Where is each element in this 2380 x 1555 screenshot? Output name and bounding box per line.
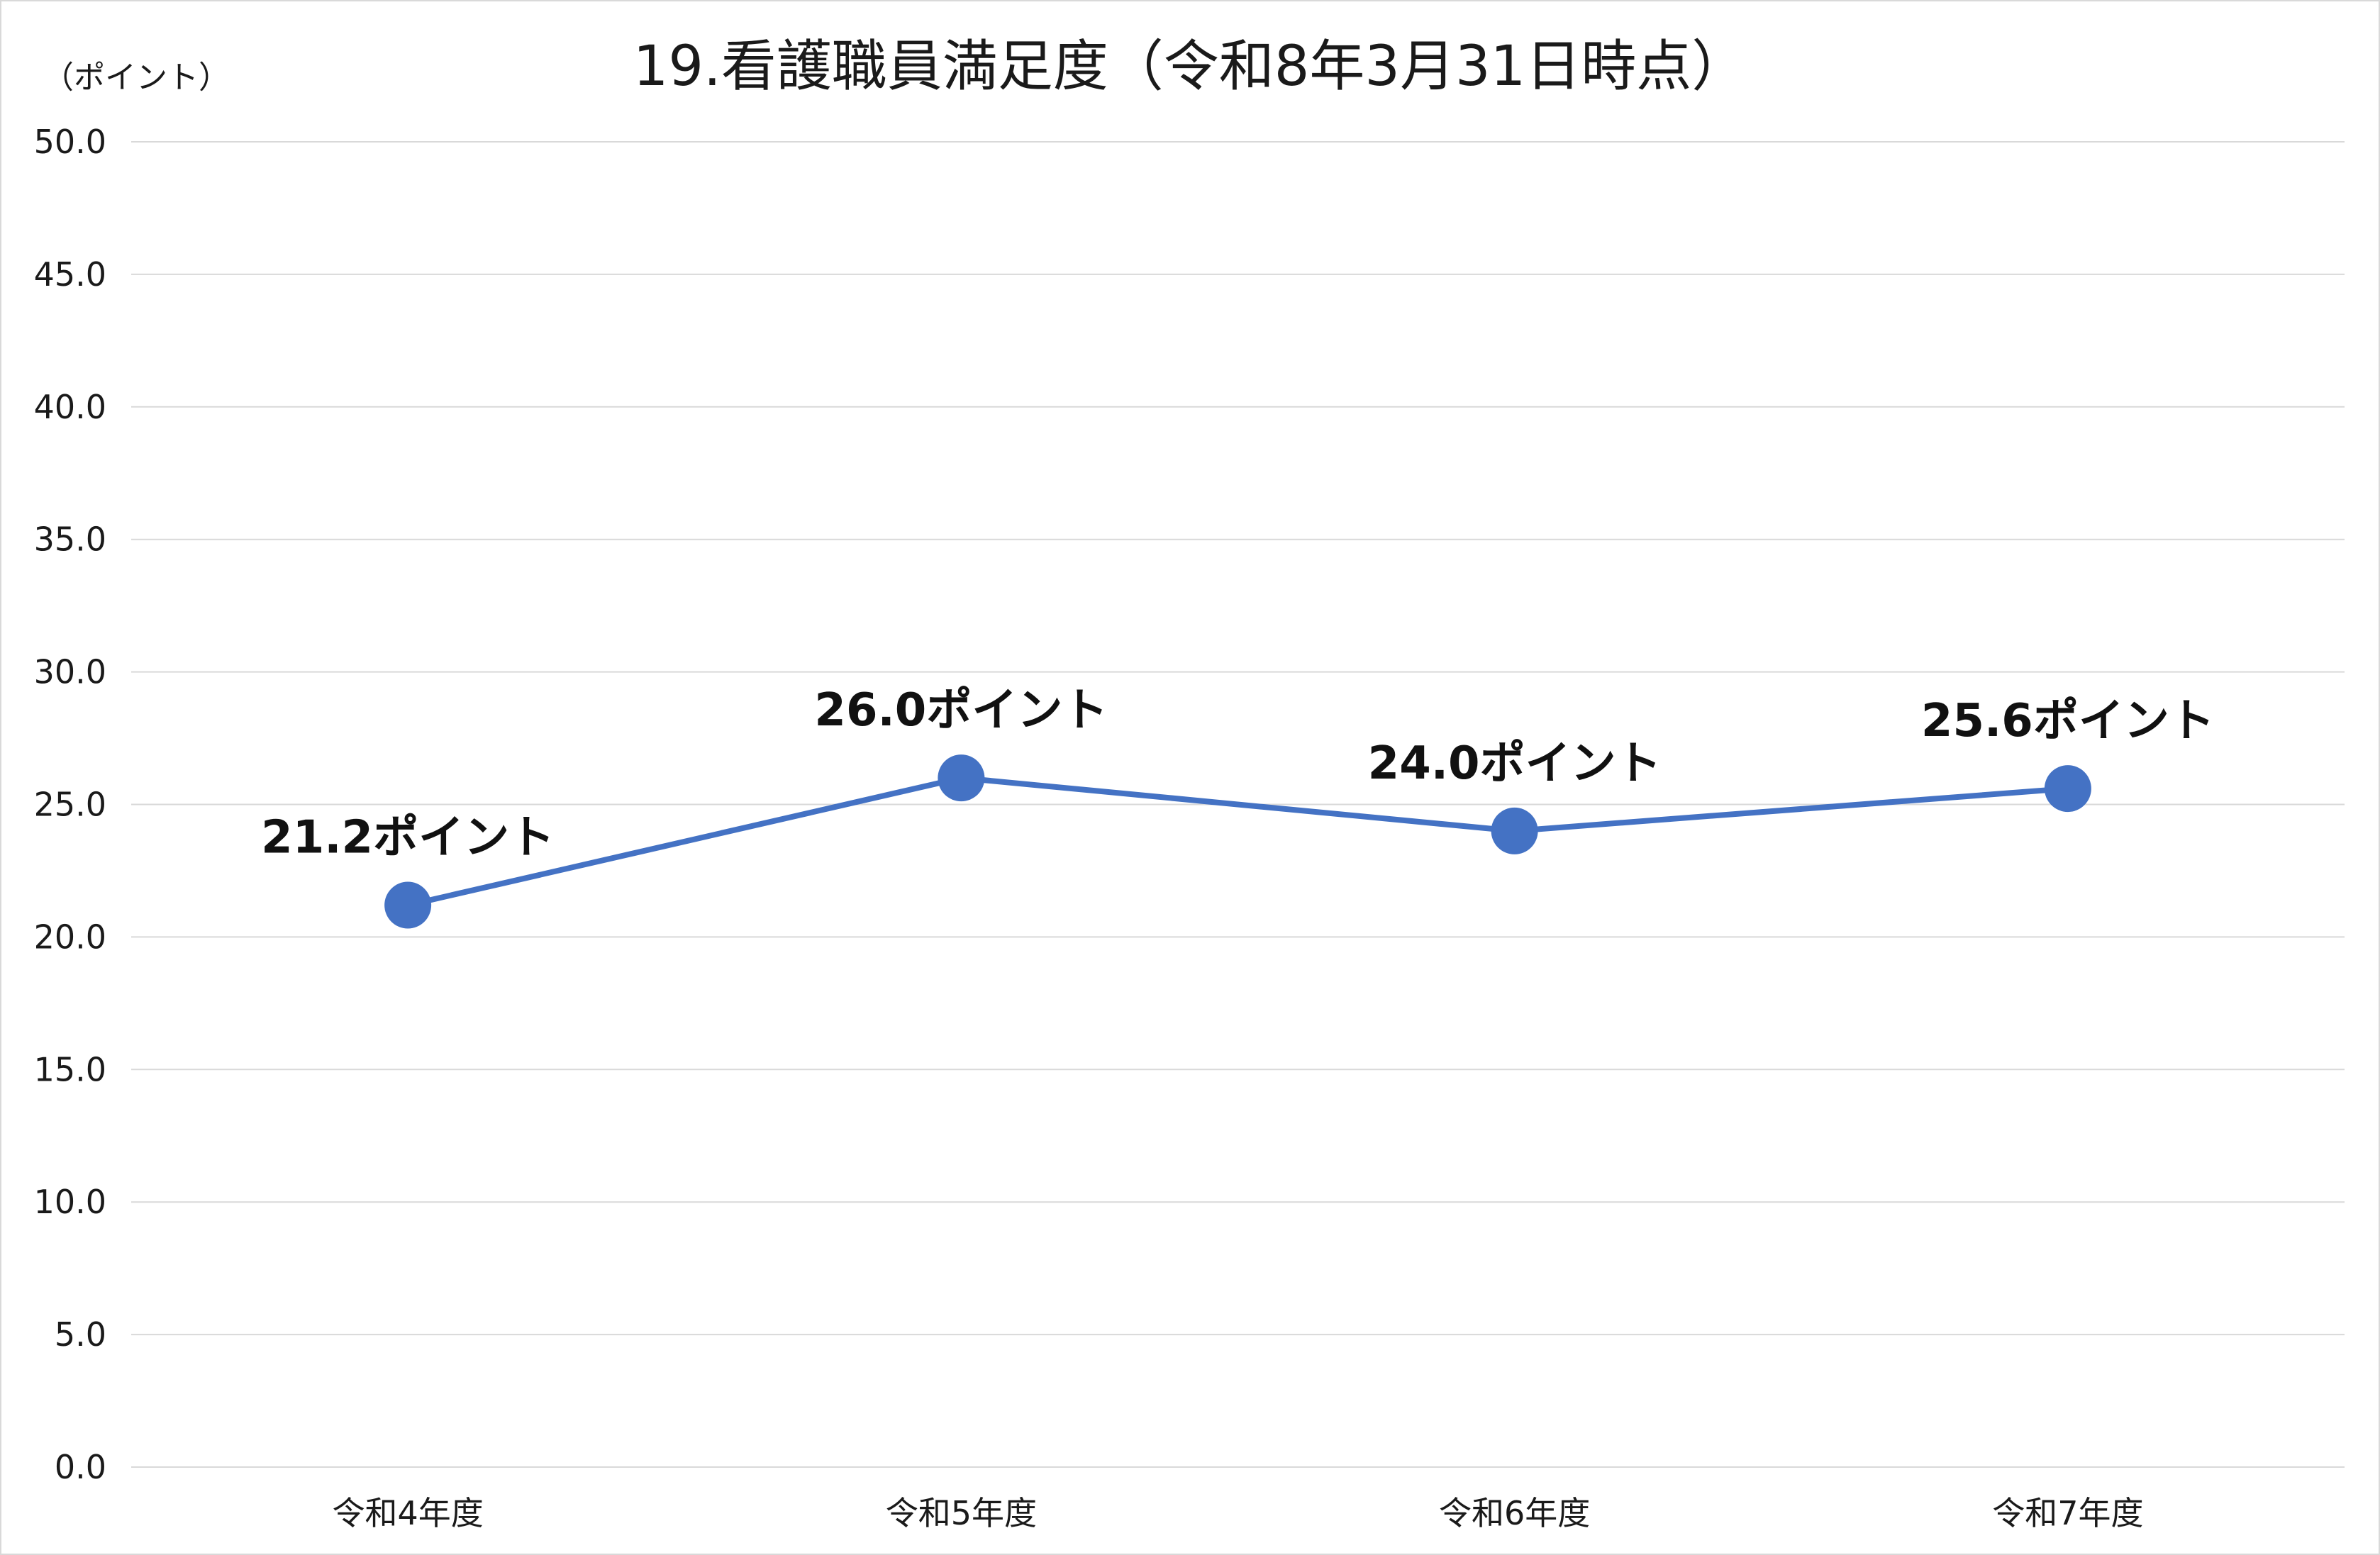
y-tick-label: 20.0 xyxy=(34,918,106,956)
y-tick-label: 30.0 xyxy=(34,653,106,691)
y-tick-label: 5.0 xyxy=(55,1315,106,1354)
y-tick-label: 0.0 xyxy=(55,1448,106,1486)
y-tick-label: 40.0 xyxy=(34,388,106,426)
y-tick-label: 35.0 xyxy=(34,520,106,559)
chart-title: 19.看護職員満足度（令和8年3月31日時点） xyxy=(633,35,1747,99)
y-axis-unit-label: （ポイント） xyxy=(43,60,230,96)
y-tick-label: 50.0 xyxy=(34,123,106,161)
x-tick-label: 令和4年度 xyxy=(332,1494,483,1532)
data-point xyxy=(938,754,985,802)
data-labels: 21.2ポイント 26.0ポイント 24.0ポイント 25.6ポイント xyxy=(261,684,2215,864)
x-axis-tick-labels: 令和4年度 令和5年度 令和6年度 令和7年度 xyxy=(332,1494,2143,1532)
data-label: 24.0ポイント xyxy=(1368,737,1662,790)
data-point xyxy=(1491,807,1538,854)
data-point xyxy=(384,881,432,929)
y-tick-label: 45.0 xyxy=(34,255,106,294)
y-tick-label: 15.0 xyxy=(34,1050,106,1088)
data-label: 25.6ポイント xyxy=(1921,695,2215,747)
x-tick-label: 令和6年度 xyxy=(1439,1494,1590,1532)
data-point xyxy=(2044,765,2091,813)
y-axis-tick-labels: 0.0 5.0 10.0 15.0 20.0 25.0 30.0 35.0 40.0 45.0 50… xyxy=(34,123,106,1486)
x-tick-label: 令和7年度 xyxy=(1992,1494,2143,1532)
x-tick-label: 令和5年度 xyxy=(886,1494,1037,1532)
series-line-path xyxy=(407,775,2069,908)
y-tick-label: 10.0 xyxy=(34,1183,106,1221)
series-line xyxy=(407,775,2069,908)
data-label: 26.0ポイント xyxy=(814,684,1108,737)
y-tick-label: 25.0 xyxy=(34,786,106,824)
data-label: 21.2ポイント xyxy=(261,812,555,864)
data-points xyxy=(384,754,2091,929)
